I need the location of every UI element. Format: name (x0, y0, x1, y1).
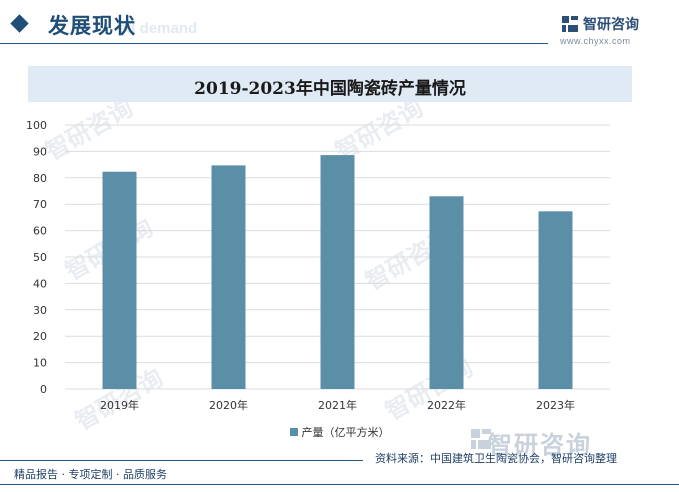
y-tick-label: 50 (33, 251, 47, 264)
y-tick-label: 30 (33, 304, 47, 317)
y-tick-label: 80 (33, 172, 47, 185)
x-tick-label: 2021年 (318, 398, 357, 412)
x-tick-label: 2022年 (427, 398, 466, 412)
y-tick-label: 10 (33, 357, 47, 370)
x-tick-label: 2023年 (536, 398, 575, 412)
bar (320, 155, 355, 389)
bar (102, 171, 137, 389)
bar (429, 196, 464, 389)
brand-logo-icon (562, 16, 578, 32)
y-tick-label: 40 (33, 277, 47, 290)
brand-url: www.chyxx.com (560, 36, 631, 46)
bar (538, 211, 573, 389)
watermark-logo-icon (471, 429, 491, 449)
chart-title: 2019-2023年中国陶瓷砖产量情况 (194, 79, 466, 99)
x-tick-label: 2020年 (209, 398, 248, 412)
header-divider (0, 43, 548, 44)
y-tick-label: 60 (33, 225, 47, 238)
watermark-brand: 智研咨询 (488, 431, 592, 459)
x-tick-label: 2019年 (100, 398, 139, 412)
brand-name: 智研咨询 (583, 17, 639, 33)
section-subtitle: ed demand (118, 20, 198, 37)
legend-label: 产量（亿平方米） (301, 426, 390, 439)
y-tick-label: 90 (33, 145, 47, 158)
chart-legend: 产量（亿平方米） (0, 424, 679, 440)
chart-title-band: 2019-2023年中国陶瓷砖产量情况 (28, 66, 632, 102)
y-tick-label: 0 (40, 383, 47, 396)
bar (211, 165, 246, 389)
footer-tagline: 精品报告 · 专项定制 · 品质服务 (14, 468, 167, 481)
header: ed demand 发展现状 智研咨询 www.chyxx.com (0, 0, 679, 52)
source-note: 资料来源：中国建筑卫生陶瓷协会，智研咨询整理 (375, 452, 617, 465)
section-title: 发展现状 (48, 14, 136, 38)
y-tick-label: 20 (33, 330, 47, 343)
footer-bottom-divider (0, 484, 679, 485)
y-tick-label: 70 (33, 198, 47, 211)
footer-divider (0, 460, 363, 461)
legend-swatch (289, 428, 298, 436)
y-tick-label: 100 (26, 119, 47, 132)
